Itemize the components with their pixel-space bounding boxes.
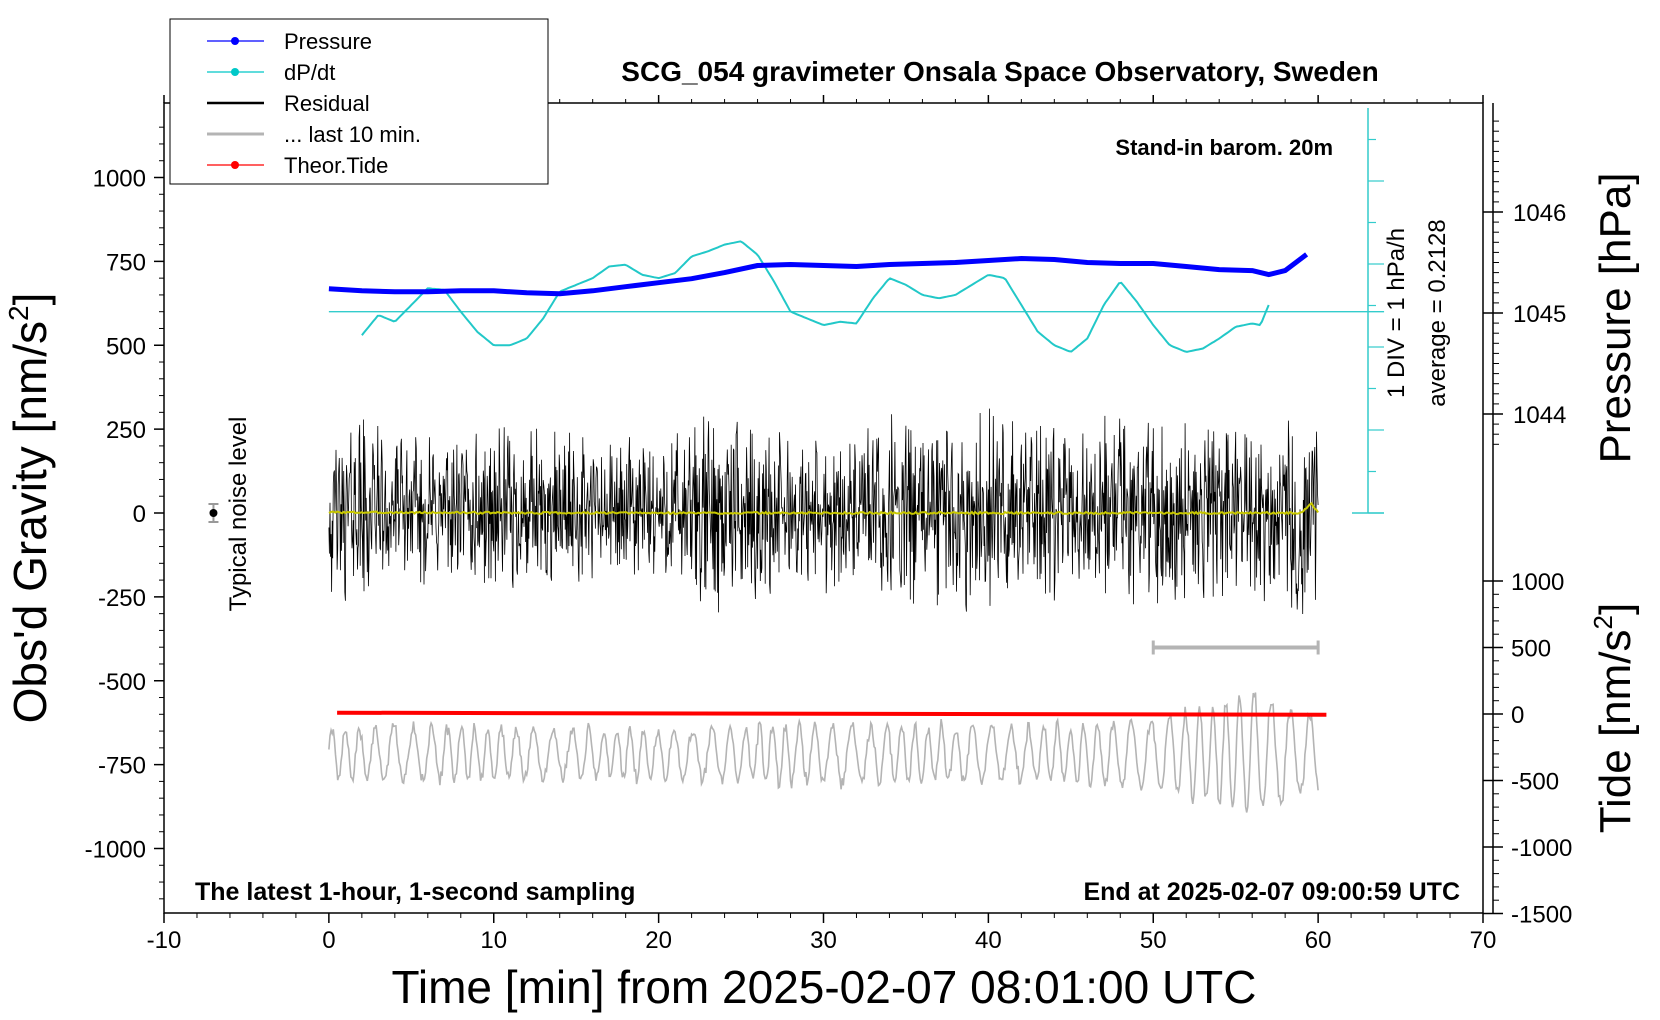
tide-tick-label: 1000 xyxy=(1511,569,1564,596)
last-10-min-line xyxy=(328,692,1319,813)
x-tick-label: 10 xyxy=(480,927,507,954)
pressure-axis-title: Pressure [hPa] xyxy=(1591,172,1640,463)
y-left-axis-title: Obs'd Gravity [nm/s2] xyxy=(3,293,56,724)
dpdt-div-scale xyxy=(1352,108,1384,514)
tide-tick-label: 0 xyxy=(1511,702,1524,729)
legend-label: Residual xyxy=(284,91,370,116)
y-left-tick-label: 0 xyxy=(133,501,146,528)
chart-title: SCG_054 gravimeter Onsala Space Observat… xyxy=(621,56,1378,87)
tide-tick-label: 500 xyxy=(1511,636,1551,663)
y-left-tick-label: -750 xyxy=(98,753,146,780)
theoretical-tide-line xyxy=(337,710,1327,717)
legend-label: ... last 10 min. xyxy=(284,122,421,147)
pressure-line xyxy=(328,252,1309,297)
x-tick-label: 70 xyxy=(1470,927,1497,954)
legend-swatch-marker xyxy=(231,161,239,169)
series-layer xyxy=(208,240,1385,813)
dpdt-line xyxy=(361,240,1270,353)
residual-line xyxy=(328,408,1319,615)
noise-level-label: Typical noise level xyxy=(225,417,252,612)
y-left-tick-label: -1000 xyxy=(85,837,146,864)
pressure-tick-label: 1045 xyxy=(1513,301,1566,328)
legend-box xyxy=(169,18,549,185)
x-axis-title: Time [min] from 2025-02-07 08:01:00 UTC xyxy=(392,961,1257,1013)
y-left-axis: 1000 750 500 250 0 -250 -500 -750 -1000 xyxy=(85,126,164,900)
y-left-tick-label: -250 xyxy=(98,585,146,612)
noise-level-point xyxy=(209,509,218,517)
x-tick-label: 30 xyxy=(810,927,837,954)
tide-axis-title: Tide [nm/s2] xyxy=(1588,603,1640,833)
tide-axis: 1000 500 0 -500 -1000 -1500 xyxy=(1483,569,1572,929)
tide-tick-label: -1500 xyxy=(1511,902,1572,929)
x-tick-label: -10 xyxy=(147,927,182,954)
y-left-tick-label: 250 xyxy=(106,417,146,444)
x-tick-label: 60 xyxy=(1305,927,1332,954)
stand-in-barometer-note: Stand-in barom. 20m xyxy=(1115,135,1333,160)
pressure-axis: 1046 1045 1044 xyxy=(1483,103,1566,913)
average-label: average = 0.2128 xyxy=(1424,219,1451,407)
legend-label: Theor.Tide xyxy=(284,153,388,178)
tide-tick-label: -500 xyxy=(1511,769,1559,796)
end-time-note: End at 2025-02-07 09:00:59 UTC xyxy=(1083,878,1460,906)
y-left-tick-label: 750 xyxy=(106,249,146,276)
legend-label: dP/dt xyxy=(284,60,335,85)
legend-label: Pressure xyxy=(284,29,372,54)
tide-tick-label: -1000 xyxy=(1511,835,1572,862)
legend: Pressure dP/dt Residual ... last 10 min. The… xyxy=(169,18,549,185)
y-left-tick-label: 500 xyxy=(106,333,146,360)
legend-swatch-marker xyxy=(231,37,239,45)
legend-swatch-marker xyxy=(231,68,239,76)
x-tick-label: 20 xyxy=(645,927,672,954)
pressure-tick-label: 1046 xyxy=(1513,200,1566,227)
gravity-smoothed-line xyxy=(328,501,1319,516)
sampling-note: The latest 1-hour, 1-second sampling xyxy=(195,878,635,906)
x-tick-label: 40 xyxy=(975,927,1002,954)
div-label: 1 DIV = 1 hPa/h xyxy=(1383,228,1410,398)
x-tick-label: 0 xyxy=(322,927,335,954)
pressure-tick-label: 1044 xyxy=(1513,402,1566,429)
y-left-tick-label: 1000 xyxy=(93,166,146,193)
x-axis: -10 0 10 20 30 40 50 60 70 xyxy=(147,95,1497,954)
y-left-tick-label: -500 xyxy=(98,669,146,696)
x-tick-label: 50 xyxy=(1140,927,1167,954)
